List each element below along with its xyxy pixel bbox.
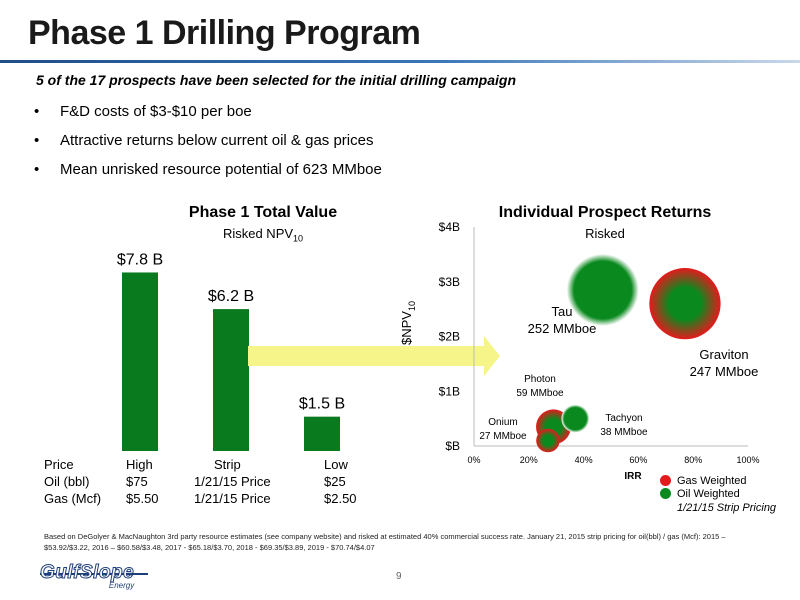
table-cell: High bbox=[126, 457, 153, 472]
arrow-shape bbox=[248, 336, 500, 376]
table-cell: Gas (Mcf) bbox=[44, 491, 102, 506]
red-dot-icon bbox=[660, 475, 671, 486]
bar-value-label: $6.2 B bbox=[208, 288, 254, 305]
bar-chart-subtitle: Risked NPV10 bbox=[148, 226, 378, 244]
scatter-legend: Gas Weighted Oil Weighted 1/21/15 Strip … bbox=[660, 474, 776, 514]
bullet-item: • Mean unrisked resource potential of 623… bbox=[34, 160, 382, 189]
page-number: 9 bbox=[396, 571, 402, 582]
table-row: Gas (Mcf) $5.50 1/21/15 Price $2.50 bbox=[44, 490, 357, 507]
table-cell: 1/21/15 Price bbox=[194, 474, 271, 489]
bar-chart-subtitle-text: Risked NPV bbox=[222, 226, 294, 241]
x-tick-label: 60% bbox=[629, 455, 647, 465]
bar bbox=[122, 272, 158, 451]
green-dot-icon bbox=[660, 488, 671, 499]
x-tick-label: 40% bbox=[575, 455, 593, 465]
bar bbox=[213, 309, 249, 451]
y-axis-label-subscript: 10 bbox=[407, 301, 417, 311]
table-cell: 1/21/15 Price bbox=[194, 491, 271, 506]
bubble bbox=[566, 253, 639, 326]
bullet-text: Attractive returns below current oil & g… bbox=[60, 132, 374, 149]
bar-chart-subtitle-subscript: 10 bbox=[293, 233, 304, 244]
legend-label: Oil Weighted bbox=[677, 487, 740, 500]
bubble-name-label: Tachyon bbox=[605, 413, 642, 424]
bullet-dot: • bbox=[34, 161, 40, 178]
scatter-chart: $B $1B $2B $3B $4B 0% 20% 40% 60% 80% 100% IRR $NPV1… bbox=[399, 220, 760, 482]
x-tick-label: 20% bbox=[520, 455, 538, 465]
title-divider bbox=[0, 60, 800, 63]
bubble-name-label: Onium bbox=[488, 417, 517, 428]
bubble-name-label: Photon bbox=[524, 374, 556, 385]
x-axis-label: IRR bbox=[624, 471, 642, 482]
scatter-chart-subtitle: Risked bbox=[585, 226, 625, 241]
footnote: Based on DeGolyer & MacNaughton 3rd part… bbox=[44, 532, 726, 552]
y-axis-label-text: $NPV bbox=[399, 311, 414, 345]
page-subtitle: 5 of the 17 prospects have been selected… bbox=[36, 72, 517, 88]
bubble bbox=[561, 404, 590, 433]
logo-subtext: Energy bbox=[108, 581, 135, 590]
legend-label: Gas Weighted bbox=[677, 474, 747, 487]
bar-chart-title: Phase 1 Total Value bbox=[188, 204, 338, 221]
pricing-note: 1/21/15 Strip Pricing bbox=[677, 502, 777, 514]
bullet-item: • Attractive returns below current oil & … bbox=[34, 131, 382, 160]
bullet-list: • F&D costs of $3-$10 per boe • Attractive… bbox=[34, 102, 382, 189]
bar-chart: $7.8 B $6.2 B $1.5 B bbox=[117, 251, 345, 451]
bullet-dot: • bbox=[34, 132, 40, 149]
company-logo: GulfSlope Energy bbox=[39, 562, 148, 590]
y-tick-label: $B bbox=[445, 439, 460, 453]
bar-value-label: $7.8 B bbox=[117, 251, 163, 268]
bubble-name-label: Graviton bbox=[699, 347, 748, 362]
y-tick-label: $3B bbox=[439, 275, 460, 289]
x-tick-label: 80% bbox=[684, 455, 702, 465]
legend-item-gas: Gas Weighted bbox=[660, 474, 776, 487]
scatter-chart-title: Individual Prospect Returns bbox=[498, 204, 712, 221]
bullet-text: F&D costs of $3-$10 per boe bbox=[60, 103, 252, 120]
table-row: Oil (bbl) $75 1/21/15 Price $25 bbox=[44, 473, 357, 490]
table-cell: $5.50 bbox=[126, 491, 159, 506]
bubble-size-label: 247 MMboe bbox=[690, 364, 759, 379]
bubble bbox=[536, 428, 560, 453]
table-cell: $2.50 bbox=[324, 491, 357, 506]
legend-item-oil: Oil Weighted bbox=[660, 487, 776, 500]
x-tick-label: 0% bbox=[467, 455, 480, 465]
bullet-text: Mean unrisked resource potential of 623 … bbox=[60, 161, 382, 178]
y-tick-label: $1B bbox=[439, 384, 460, 398]
table-cell: $25 bbox=[324, 474, 346, 489]
table-cell: Strip bbox=[214, 457, 241, 472]
bubble-size-label: 59 MMboe bbox=[516, 388, 564, 399]
bar-value-label: $1.5 B bbox=[299, 396, 345, 413]
bubble-size-label: 252 MMboe bbox=[528, 321, 597, 336]
table-cell: Low bbox=[324, 457, 348, 472]
price-table: Price High Strip Low Oil (bbl) $75 1/21/… bbox=[44, 456, 357, 507]
bubble-name-label: Tau bbox=[552, 304, 573, 319]
table-cell: Oil (bbl) bbox=[44, 474, 90, 489]
bubble-size-label: 38 MMboe bbox=[600, 427, 648, 438]
page-title: Phase 1 Drilling Program bbox=[28, 14, 421, 52]
bubble bbox=[649, 268, 721, 340]
price-table-header: Price High Strip Low bbox=[44, 456, 357, 473]
x-tick-label: 100% bbox=[736, 455, 759, 465]
table-cell: Price bbox=[44, 457, 74, 472]
bullet-dot: • bbox=[34, 103, 40, 120]
bar bbox=[304, 416, 340, 451]
logo-text: GulfSlope bbox=[39, 562, 135, 583]
logo-bar bbox=[40, 573, 148, 575]
table-cell: $75 bbox=[126, 474, 148, 489]
y-tick-label: $2B bbox=[439, 330, 460, 344]
bubble-size-label: 27 MMboe bbox=[479, 431, 527, 442]
y-tick-label: $4B bbox=[439, 220, 460, 234]
bullet-item: • F&D costs of $3-$10 per boe bbox=[34, 102, 382, 131]
y-axis-label: $NPV10 bbox=[399, 301, 417, 345]
